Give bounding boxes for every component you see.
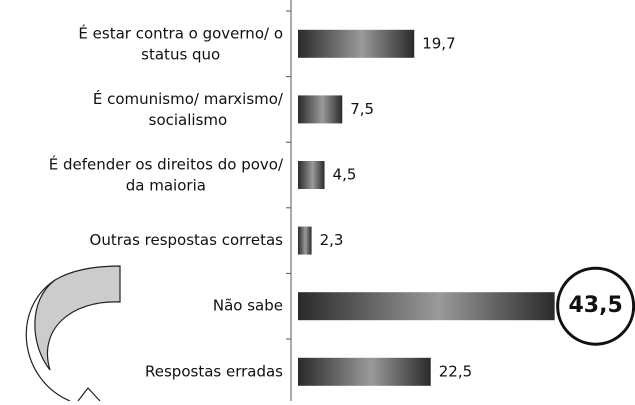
- category-label: Não sabe: [213, 297, 283, 315]
- category-label: Respostas erradas: [145, 362, 283, 380]
- chart: É estar contra o governo/ ostatus quo 19,…: [0, 0, 635, 401]
- value-label: 7,5: [350, 100, 374, 118]
- value-label: 43,5: [569, 293, 623, 318]
- bar: [298, 227, 312, 255]
- arrow-decoration: [35, 266, 120, 370]
- bar: [298, 161, 325, 189]
- category-label: É defender os direitos do povo/da maiori…: [49, 154, 284, 194]
- bar: [298, 30, 414, 58]
- bar: [298, 95, 342, 123]
- category-label: É comunismo/ marxismo/socialismo: [93, 88, 284, 128]
- category-label: Outras respostas corretas: [90, 231, 284, 249]
- value-label: 22,5: [439, 362, 472, 380]
- bar: [298, 358, 431, 386]
- value-label: 19,7: [422, 34, 455, 52]
- bar: [298, 292, 555, 320]
- value-label: 4,5: [333, 166, 357, 184]
- value-label: 2,3: [320, 231, 344, 249]
